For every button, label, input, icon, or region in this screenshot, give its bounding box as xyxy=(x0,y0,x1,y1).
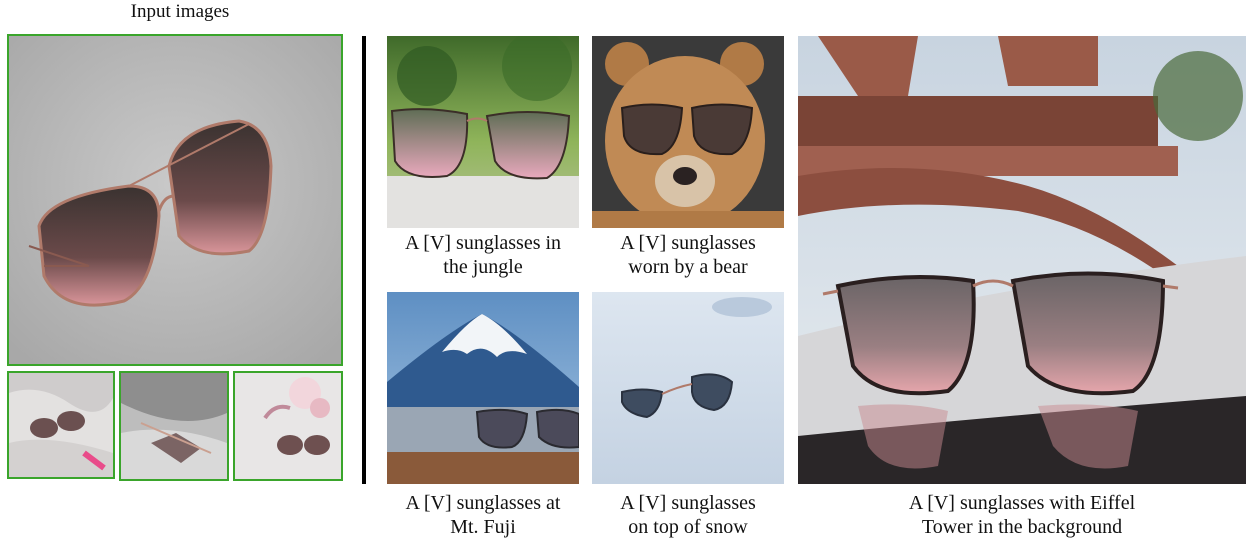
sunglasses-on-snow-illustration xyxy=(592,292,784,484)
caption-snow-line-2: on top of snow xyxy=(628,516,748,538)
caption-bear-line-2: worn by a bear xyxy=(628,256,748,278)
sunglasses-on-sheets-illustration xyxy=(9,373,113,477)
caption-snow-line-1: A [V] sunglasses xyxy=(620,492,756,514)
caption-snow: A [V] sunglasses on top of snow xyxy=(582,491,794,539)
input-image-small-3 xyxy=(233,371,343,481)
caption-bear-line-1: A [V] sunglasses xyxy=(620,232,756,254)
sunglasses-with-flowers-illustration xyxy=(235,373,341,479)
caption-jungle-line-1: A [V] sunglasses in xyxy=(404,232,562,254)
sunglasses-main-illustration xyxy=(9,36,341,364)
input-image-small-2 xyxy=(119,371,229,481)
vertical-divider xyxy=(362,36,366,484)
caption-fuji-line-2: Mt. Fuji xyxy=(450,516,516,538)
sunglasses-eiffel-tower-illustration xyxy=(798,36,1246,484)
output-image-jungle xyxy=(387,36,579,228)
caption-jungle-line-2: the jungle xyxy=(443,256,523,278)
caption-eiffel: A [V] sunglasses with Eiffel Tower in th… xyxy=(798,491,1246,539)
input-image-small-1 xyxy=(7,371,115,479)
sunglasses-folded-illustration xyxy=(121,373,227,479)
output-image-snow xyxy=(592,292,784,484)
caption-jungle: A [V] sunglasses in the jungle xyxy=(377,231,589,279)
caption-eiffel-line-1: A [V] sunglasses with Eiffel xyxy=(908,492,1136,514)
caption-fuji-line-1: A [V] sunglasses at xyxy=(405,492,561,514)
output-image-fuji xyxy=(387,292,579,484)
sunglasses-jungle-illustration xyxy=(387,36,579,228)
caption-eiffel-line-2: Tower in the background xyxy=(921,516,1123,538)
output-image-eiffel xyxy=(798,36,1246,484)
caption-fuji: A [V] sunglasses at Mt. Fuji xyxy=(377,491,589,539)
input-image-main xyxy=(7,34,343,366)
bear-with-sunglasses-illustration xyxy=(592,36,784,228)
input-images-label: Input images xyxy=(130,1,230,22)
sunglasses-mt-fuji-illustration xyxy=(387,292,579,484)
output-image-bear xyxy=(592,36,784,228)
caption-bear: A [V] sunglasses worn by a bear xyxy=(582,231,794,279)
